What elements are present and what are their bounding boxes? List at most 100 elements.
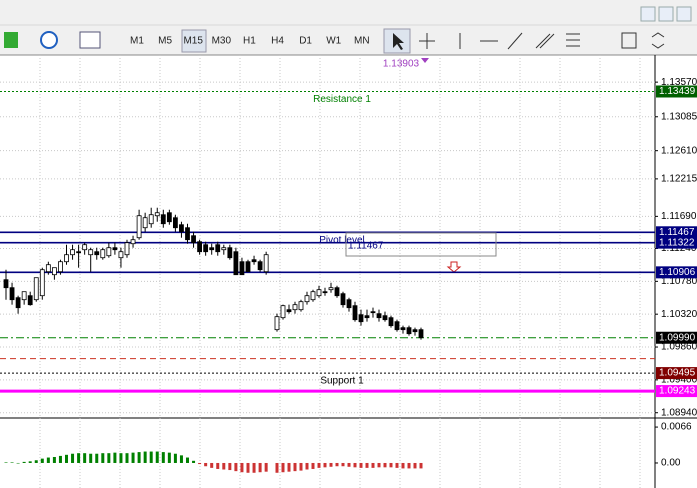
candle-body — [406, 327, 412, 335]
timeframe-button[interactable]: M1 — [130, 36, 144, 47]
candle-body — [9, 287, 15, 301]
histogram-bar — [323, 462, 327, 468]
price-box-label: 1.09495 — [659, 368, 696, 379]
candle-body — [118, 251, 124, 259]
candle-body — [27, 295, 33, 306]
candle-body — [316, 289, 322, 297]
candle-body — [221, 247, 227, 251]
level-name: Pivot level — [319, 235, 365, 246]
histogram-bar — [275, 462, 279, 473]
timeframe-button[interactable]: W1 — [326, 36, 341, 47]
price-box — [656, 226, 697, 239]
histogram-bar — [377, 462, 381, 468]
histogram-bar — [204, 462, 208, 467]
price-box-label: 1.11322 — [659, 237, 695, 248]
price-box-label: 1.11467 — [659, 227, 695, 238]
candle-body — [88, 249, 94, 256]
candle-body — [185, 227, 190, 241]
price-box-label: 1.13439 — [659, 86, 696, 97]
price-box-label: 1.10906 — [659, 267, 696, 278]
close-button[interactable] — [676, 6, 692, 22]
timeframe-button[interactable]: MN — [354, 36, 370, 47]
histogram-bar — [228, 462, 232, 471]
candle-body — [227, 247, 233, 259]
candle-body — [15, 297, 21, 309]
history-icon[interactable] — [40, 31, 58, 49]
arrows-icon[interactable] — [651, 32, 665, 49]
candle-body — [346, 299, 352, 309]
candle-body — [298, 301, 304, 311]
histogram-bar — [317, 462, 321, 468]
candle-body — [388, 317, 394, 327]
candle-body — [82, 244, 88, 251]
histogram-bar — [353, 462, 357, 468]
timeframe-button[interactable]: D1 — [299, 36, 312, 47]
timeframe-button[interactable]: M15 — [183, 36, 203, 47]
candle-body — [304, 295, 310, 303]
histogram-bar — [83, 453, 87, 463]
histogram-bar — [119, 453, 123, 463]
candle-body — [136, 215, 142, 239]
candle-body — [292, 304, 298, 311]
new-chart-icon[interactable] — [4, 32, 18, 48]
timeframe-button[interactable]: M30 — [212, 36, 232, 47]
histogram-bar — [167, 452, 171, 463]
channel-icon[interactable] — [535, 33, 555, 49]
timeframe-button[interactable]: H1 — [243, 36, 256, 47]
histogram-bar — [198, 462, 202, 465]
histogram-bar — [173, 453, 177, 463]
candle-body — [52, 267, 57, 276]
indicator-tick-label: 0.0066 — [661, 422, 692, 433]
candle-body — [33, 277, 39, 301]
candle-body — [251, 259, 257, 263]
candle-body — [310, 291, 316, 301]
histogram-bar — [359, 462, 363, 468]
histogram-bar — [71, 453, 75, 463]
fibo-icon[interactable] — [566, 33, 580, 47]
histogram-bar — [52, 456, 56, 463]
histogram-bar — [383, 462, 387, 468]
candle-body — [322, 291, 328, 294]
y-tick-label: 1.13570 — [661, 77, 697, 88]
histogram-bar — [113, 452, 117, 463]
candle-body — [233, 251, 239, 276]
chart-bg — [0, 55, 697, 488]
histogram-bar — [210, 462, 214, 468]
histogram-bar — [365, 462, 369, 468]
candle-body — [21, 291, 27, 301]
timeframe-button[interactable]: M5 — [158, 36, 172, 47]
histogram-bar — [101, 453, 105, 463]
level-name: Support 1 — [320, 376, 364, 387]
histogram-bar — [4, 462, 8, 463]
histogram-bar — [107, 453, 111, 463]
candle-body — [274, 316, 280, 331]
restore-button[interactable] — [658, 6, 674, 22]
candle-body — [215, 244, 221, 253]
histogram-bar — [252, 462, 256, 473]
template-icon[interactable] — [79, 31, 101, 49]
histogram-bar — [155, 451, 159, 463]
price-box-label: 1.09990 — [659, 332, 696, 343]
y-tick-label: 1.13085 — [661, 111, 697, 122]
candle-body — [64, 254, 69, 263]
crosshair-icon[interactable] — [419, 33, 435, 49]
price-box — [656, 331, 697, 344]
minimize-button[interactable] — [640, 6, 656, 22]
trendline-icon[interactable] — [507, 32, 523, 50]
histogram-bar — [258, 462, 262, 473]
price-box — [656, 266, 697, 279]
text-icon[interactable] — [621, 32, 637, 49]
candle-body — [358, 314, 364, 323]
histogram-bar — [77, 453, 81, 463]
histogram-bar — [65, 454, 68, 463]
candle-body — [191, 235, 196, 244]
candle-body — [334, 287, 340, 297]
histogram-bar — [137, 452, 141, 463]
timeframe-button[interactable]: H4 — [271, 36, 284, 47]
histogram-bar — [46, 457, 50, 463]
histogram-bar — [293, 462, 297, 472]
candle-body — [154, 212, 160, 217]
histogram-bar — [125, 453, 129, 463]
candle-body — [209, 247, 215, 251]
